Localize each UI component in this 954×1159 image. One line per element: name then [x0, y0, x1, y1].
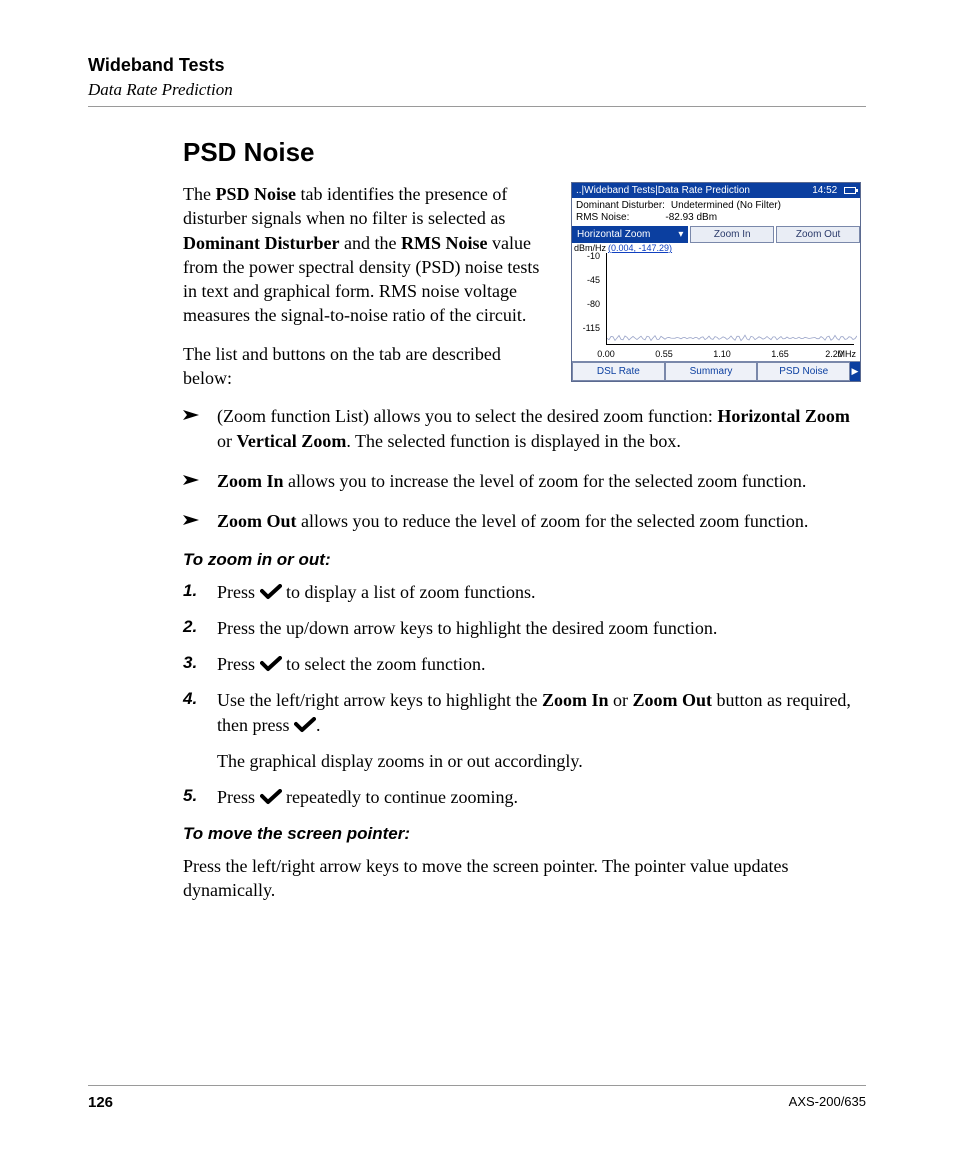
- bullet-arrow-icon: [183, 513, 205, 527]
- chart-x-tick: 0.55: [655, 349, 673, 359]
- chart-y-tick: -80: [576, 299, 600, 309]
- chart-coord: (0.004, -147.29): [608, 243, 672, 253]
- device-zoom-bar: Horizontal Zoom ▾ Zoom In Zoom Out: [572, 226, 860, 243]
- device-chart: dBm/Hz (0.004, -147.29) -10-45-80-115 0.…: [572, 243, 860, 361]
- lead-paragraph-1: The PSD Noise tab identifies the presenc…: [183, 182, 553, 328]
- tab-summary[interactable]: Summary: [665, 362, 758, 381]
- tabs-scroll-right-icon[interactable]: ▶: [850, 362, 860, 381]
- device-titlebar: ..|Wideband Tests|Data Rate Prediction 1…: [572, 183, 860, 198]
- chart-noise-trace: [607, 332, 857, 342]
- steps-list: Press to display a list of zoom function…: [183, 580, 866, 810]
- chart-x-unit: MHz: [838, 349, 857, 359]
- chart-x-tick: 1.10: [713, 349, 731, 359]
- footer-model: AXS-200/635: [789, 1094, 866, 1111]
- chart-x-tick: 0.00: [597, 349, 615, 359]
- step-item: Press repeatedly to continue zooming.: [183, 785, 866, 809]
- running-head-title: Wideband Tests: [88, 55, 866, 76]
- page-number: 126: [88, 1094, 113, 1111]
- info-value-2: -82.93 dBm: [665, 212, 717, 223]
- bullet-arrow-icon: [183, 408, 205, 422]
- footer-rule: [88, 1085, 866, 1086]
- howto-pointer-title: To move the screen pointer:: [183, 824, 866, 844]
- lead-text: The PSD Noise tab identifies the presenc…: [183, 182, 553, 404]
- chart-y-tick: -115: [576, 323, 600, 333]
- info-label-2: RMS Noise:: [576, 212, 629, 223]
- chart-plot-area: [606, 253, 854, 345]
- bullet-item: Zoom Out allows you to reduce the level …: [183, 509, 866, 533]
- bullet-item: Zoom In allows you to increase the level…: [183, 469, 866, 493]
- tab-psd-noise[interactable]: PSD Noise: [757, 362, 850, 381]
- section-title: PSD Noise: [183, 137, 866, 168]
- zoom-select[interactable]: Horizontal Zoom ▾: [572, 226, 688, 243]
- check-icon: [260, 656, 282, 672]
- chevron-down-icon: ▾: [678, 229, 683, 240]
- device-time: 14:52: [812, 185, 837, 196]
- device-titlebar-right: 14:52: [812, 185, 856, 196]
- chart-x-tick: 1.65: [771, 349, 789, 359]
- info-label-1: Dominant Disturber:: [576, 200, 665, 211]
- tab-dsl-rate[interactable]: DSL Rate: [572, 362, 665, 381]
- running-head: Wideband Tests Data Rate Prediction: [88, 55, 866, 107]
- step-item: Press to display a list of zoom function…: [183, 580, 866, 604]
- device-tabs: DSL Rate Summary PSD Noise ▶: [572, 361, 860, 381]
- zoom-out-button[interactable]: Zoom Out: [776, 226, 860, 243]
- howto-pointer-body: Press the left/right arrow keys to move …: [183, 854, 866, 903]
- zoom-select-label: Horizontal Zoom: [577, 229, 650, 240]
- device-screenshot: ..|Wideband Tests|Data Rate Prediction 1…: [571, 182, 866, 382]
- check-icon: [260, 584, 282, 600]
- chart-y-tick: -45: [576, 275, 600, 285]
- chart-y-tick: -10: [576, 251, 600, 261]
- lead-paragraph-2: The list and buttons on the tab are desc…: [183, 342, 553, 391]
- running-head-subtitle: Data Rate Prediction: [88, 80, 866, 100]
- bullet-arrow-icon: [183, 473, 205, 487]
- page-footer: 126 AXS-200/635: [88, 1085, 866, 1111]
- battery-icon: [844, 187, 856, 194]
- device-info: Dominant Disturber: Undetermined (No Fil…: [572, 198, 860, 226]
- bullet-list: (Zoom function List) allows you to selec…: [183, 404, 866, 533]
- running-head-rule: [88, 106, 866, 107]
- step-item: Press the up/down arrow keys to highligh…: [183, 616, 866, 640]
- info-value-1: Undetermined (No Filter): [671, 200, 781, 211]
- step-item: Use the left/right arrow keys to highlig…: [183, 688, 866, 773]
- howto-zoom-title: To zoom in or out:: [183, 550, 866, 570]
- check-icon: [260, 789, 282, 805]
- check-icon: [294, 717, 316, 733]
- step-extra: The graphical display zooms in or out ac…: [217, 749, 866, 773]
- bullet-item: (Zoom function List) allows you to selec…: [183, 404, 866, 453]
- zoom-in-button[interactable]: Zoom In: [690, 226, 774, 243]
- device-titlebar-path: ..|Wideband Tests|Data Rate Prediction: [576, 185, 750, 196]
- step-item: Press to select the zoom function.: [183, 652, 866, 676]
